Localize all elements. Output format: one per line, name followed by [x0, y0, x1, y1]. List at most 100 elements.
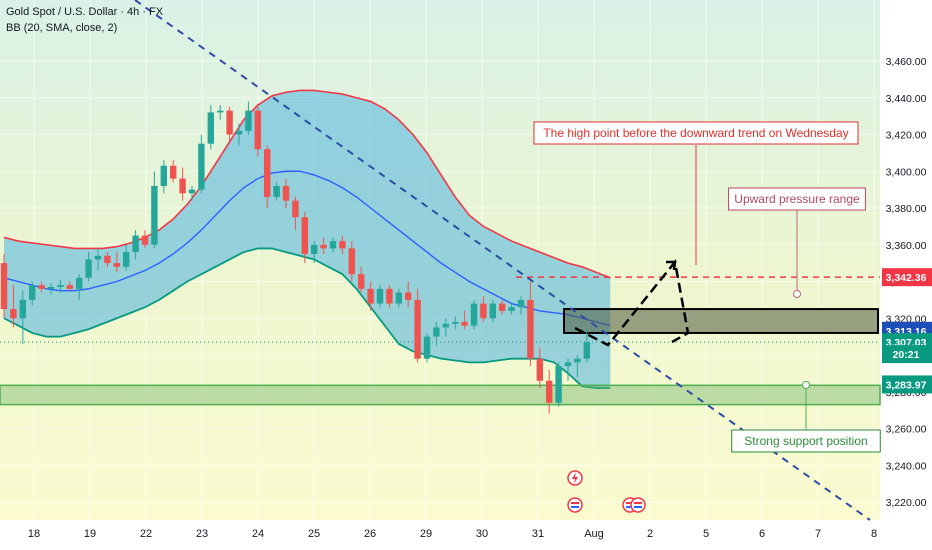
candle-body [254, 110, 261, 150]
x-tick-label: 2 [647, 528, 653, 540]
candle-body [66, 285, 73, 289]
candle-body [123, 252, 130, 267]
pressure-zone [563, 308, 879, 334]
candle-body [311, 244, 318, 254]
y-tick-label: 3,460.00 [886, 56, 927, 68]
y-tick-label: 3,240.00 [886, 460, 927, 472]
candle-body [19, 299, 26, 319]
candle-body [395, 292, 402, 304]
annotation-support-text: Strong support position [744, 434, 867, 448]
candle-body [442, 323, 449, 328]
candle-body [217, 110, 224, 113]
candle-body [574, 358, 581, 363]
annotation-pressure: Upward pressure range [728, 187, 866, 211]
x-tick-label: 23 [196, 528, 208, 540]
candle-body [94, 255, 102, 260]
candle-body [433, 327, 440, 337]
candle-body [329, 241, 337, 249]
candle-body [245, 110, 252, 131]
x-tick-label: 22 [140, 528, 152, 540]
x-tick-label: Aug [584, 528, 604, 540]
bollinger-lower [3, 247, 611, 389]
flag-stripe-icon [626, 502, 634, 504]
candle-body [527, 299, 534, 359]
candle-body [358, 274, 365, 289]
candle-body [564, 362, 572, 367]
candle-body [367, 288, 374, 304]
flag-stripe-icon [571, 502, 579, 504]
candle-body [85, 259, 92, 278]
candle-body [47, 287, 55, 289]
candle-body [160, 165, 167, 186]
candle-body [198, 143, 205, 190]
candle-body [188, 189, 196, 194]
candle-body [226, 110, 233, 135]
candle-body [179, 178, 186, 194]
candle-body [376, 288, 384, 304]
annotation-pressure-box [728, 187, 866, 211]
price-tag [882, 345, 932, 364]
price-tag-label: 20:21 [893, 349, 920, 361]
y-tick-label: 3,380.00 [886, 203, 927, 215]
candle-body [499, 303, 506, 311]
event-us-flag-icon [630, 497, 646, 513]
annotation-high-point-text: The high point before the downward trend… [543, 126, 848, 140]
x-tick-label: 6 [759, 528, 765, 540]
candle-body [104, 255, 111, 264]
candle-body [470, 303, 478, 326]
candle-body [76, 277, 83, 289]
candle-body [536, 358, 543, 381]
annotation-high-point-box [533, 121, 859, 145]
candle-body [555, 366, 562, 403]
candle-body [508, 307, 515, 311]
candle-body [0, 263, 8, 310]
candle-body [301, 217, 308, 254]
annotation-support: Strong support position [731, 429, 881, 453]
flag-stripe-icon [634, 506, 642, 508]
price-tag [882, 375, 932, 394]
x-tick-label: 26 [364, 528, 376, 540]
symbol-title: Gold Spot / U.S. Dollar · 4h · FX [6, 6, 164, 18]
flag-stripe-icon [626, 506, 634, 508]
y-tick-label: 3,360.00 [886, 240, 927, 252]
price-tag-label: 3,342.36 [886, 272, 927, 284]
candle-body [57, 285, 64, 288]
candle-body [113, 263, 120, 267]
x-tick-label: 18 [28, 528, 40, 540]
indicator-title: BB (20, SMA, close, 2) [6, 22, 118, 34]
time-axis-background [0, 520, 880, 550]
bollinger-upper [3, 89, 611, 279]
candle-body [292, 200, 299, 218]
projected-arrow-head [666, 260, 677, 271]
annotation-support-box [731, 429, 881, 453]
flag-stripe-icon [571, 506, 579, 508]
candle-body [461, 321, 468, 326]
candle-body [480, 303, 487, 319]
legend: Gold Spot / U.S. Dollar · 4h · FX BB (20… [6, 4, 163, 36]
price-tag-label: 3,283.97 [886, 379, 927, 391]
y-tick-label: 3,260.00 [886, 424, 927, 436]
candle-body [583, 342, 590, 359]
candle-body [282, 185, 290, 201]
candle-body [405, 292, 412, 300]
candle-body [339, 241, 346, 249]
candle-body [132, 235, 139, 253]
candle-body [273, 185, 280, 197]
candle-body [517, 299, 525, 308]
candle-body [320, 244, 327, 249]
event-us-flag-icon [567, 497, 583, 513]
x-tick-label: 29 [420, 528, 432, 540]
candle-body [151, 185, 158, 245]
bollinger-middle [3, 170, 611, 327]
x-tick-label: 24 [252, 528, 264, 540]
x-tick-label: 31 [532, 528, 544, 540]
candle-body [235, 130, 243, 135]
y-tick-label: 3,400.00 [886, 166, 927, 178]
candle-body [423, 336, 431, 359]
candle-body [170, 165, 177, 179]
candle-body [38, 285, 45, 289]
candle-body [489, 303, 496, 319]
price-tag [882, 268, 932, 287]
annotation-high-point: The high point before the downward trend… [533, 121, 859, 145]
